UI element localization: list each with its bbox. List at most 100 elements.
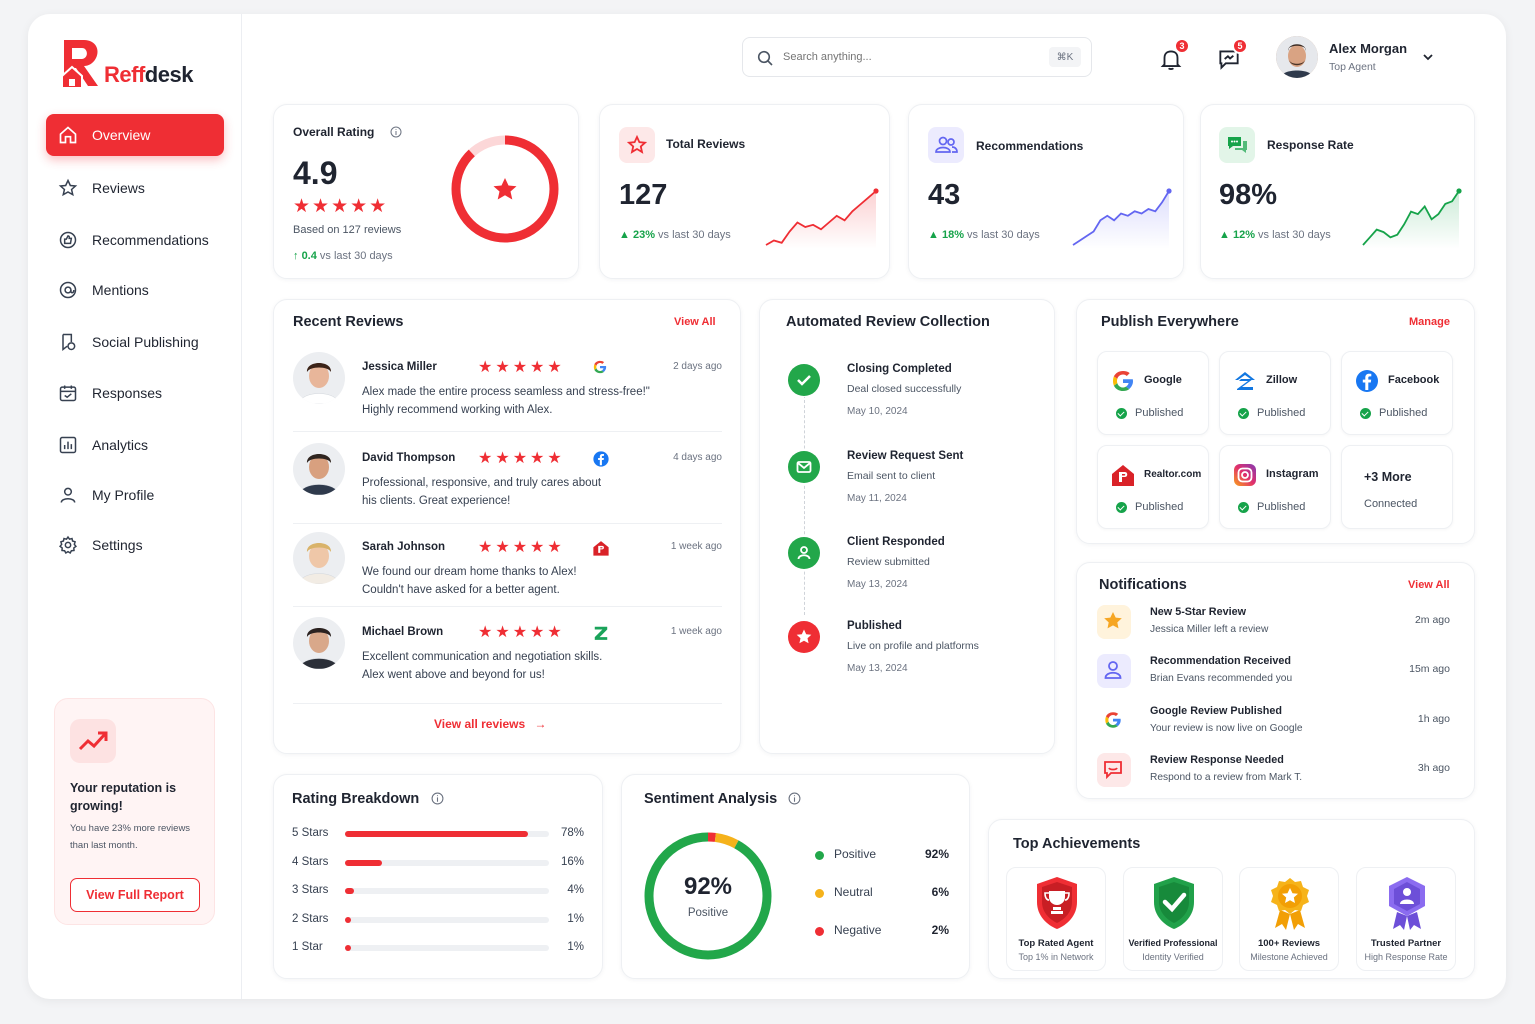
publish-everywhere-title: Publish Everywhere [1101, 314, 1239, 330]
platform-status: Published [1135, 407, 1184, 419]
user-check-icon [787, 536, 821, 570]
search-input[interactable] [783, 47, 1023, 67]
message-icon [1097, 753, 1131, 787]
manage-link[interactable]: Manage [1409, 316, 1450, 328]
breakdown-label: 5 Stars [292, 827, 329, 839]
search-bar[interactable]: ⌘K [742, 37, 1092, 77]
automated-review-collection-card: Automated Review Collection Closing Comp… [759, 299, 1055, 754]
review-time: 4 days ago [673, 452, 722, 463]
achievement-top-rated[interactable]: Top Rated Agent Top 1% in Network [1006, 867, 1106, 971]
step-title: Review Request Sent [847, 450, 964, 462]
kpi-delta-value: 18% [941, 229, 964, 241]
kpi-delta: ▲ 12% vs last 30 days [1219, 229, 1331, 241]
sidebar-item-label: My Profile [92, 487, 155, 503]
user-role: Top Agent [1329, 61, 1376, 73]
view-full-report-button[interactable]: View Full Report [70, 878, 200, 912]
sidebar-item-reviews[interactable]: Reviews [46, 167, 224, 209]
avatar [293, 532, 345, 584]
sidebar-item-analytics[interactable]: Analytics [46, 424, 224, 466]
breakdown-percent: 78% [560, 827, 584, 839]
brand-logo[interactable]: Reffdesk [60, 36, 200, 92]
kpi-card-response-rate: Response Rate 98% ▲ 12% vs last 30 days [1200, 104, 1475, 279]
notifications-card: Notifications View All New 5-Star Review… [1076, 562, 1475, 799]
kpi-value: 43 [928, 179, 961, 211]
more-platforms-label: +3 More [1364, 470, 1412, 484]
platform-google[interactable]: Google Published [1097, 351, 1209, 435]
notification-subtitle: Respond to a review from Mark T. [1150, 772, 1303, 783]
overall-stars: ★★★★★ [293, 196, 389, 217]
sidebar-item-recommendations[interactable]: Recommendations [46, 219, 224, 261]
kpi-card-recommendations: Recommendations 43 ▲ 18% vs last 30 days [908, 104, 1184, 279]
breakdown-bar-track [345, 831, 549, 837]
google-icon [1097, 704, 1131, 738]
platform-more[interactable]: +3 More Connected [1341, 445, 1453, 529]
review-text-line: Excellent communication and negotiation … [362, 651, 603, 663]
platform-name: Realtor.com [1144, 469, 1202, 480]
recent-reviews-card: Recent Reviews View All Jessica Miller ★★… [273, 299, 741, 754]
check-circle-icon [1238, 502, 1249, 513]
notification-subtitle: Jessica Miller left a review [1150, 624, 1269, 635]
rating-breakdown-title: Rating Breakdown [292, 791, 420, 807]
google-icon [592, 359, 610, 377]
breakdown-bar-fill [345, 859, 383, 866]
achievement-title: Trusted Partner [1370, 938, 1442, 949]
sidebar-item-mentions[interactable]: Mentions [46, 269, 224, 311]
publish-everywhere-card: Publish Everywhere Manage Google Publish… [1076, 299, 1475, 544]
view-all-reviews-link[interactable]: View All [674, 316, 716, 328]
kpi-delta-text: vs last 30 days [1258, 229, 1331, 241]
messages-button[interactable]: 5 [1216, 38, 1248, 72]
sentiment-donut [644, 832, 772, 960]
platform-facebook[interactable]: Facebook Published [1341, 351, 1453, 435]
platform-status: Published [1257, 407, 1306, 419]
sidebar-item-my-profile[interactable]: My Profile [46, 474, 224, 516]
notifications-button[interactable]: 3 [1158, 38, 1190, 72]
notification-time: 2m ago [1414, 614, 1450, 626]
achievement-100-reviews[interactable]: 100+ Reviews Milestone Achieved [1239, 867, 1339, 971]
sidebar: Reffdesk Overview Reviews Recommendation… [28, 14, 242, 999]
platform-name: Facebook [1388, 374, 1440, 386]
rating-breakdown-card: Rating Breakdown 5 Stars 78% 4 Stars 16% 3 S… [273, 774, 603, 979]
sidebar-item-overview[interactable]: Overview [46, 114, 224, 156]
notification-title: Google Review Published [1150, 705, 1282, 717]
star-badge-icon [787, 620, 821, 654]
logo-mark-icon [61, 40, 98, 89]
platform-name: Google [1144, 374, 1182, 386]
platform-status: Published [1257, 501, 1306, 513]
user-icon [60, 487, 76, 503]
reviewer-name: Jessica Miller [362, 361, 437, 373]
rating-gauge [451, 135, 559, 243]
sidebar-item-label: Social Publishing [92, 334, 199, 350]
achievement-sub: High Response Rate [1364, 952, 1448, 962]
sidebar-item-social-publishing[interactable]: Social Publishing [46, 321, 224, 363]
view-all-notifications-link[interactable]: View All [1408, 579, 1450, 591]
sparkline-line [1362, 190, 1460, 246]
kpi-label: Recommendations [976, 139, 1084, 153]
sidebar-item-label: Mentions [92, 282, 149, 298]
medal-icon [1271, 878, 1309, 930]
view-all-reviews-footer-link[interactable]: View all reviews → [434, 717, 547, 731]
arrow-up-icon: ↑ [293, 250, 299, 262]
platform-realtor[interactable]: Realtor.com Published [1097, 445, 1209, 529]
achievement-trusted-partner[interactable]: Trusted Partner High Response Rate [1356, 867, 1456, 971]
verified-shield-icon [1154, 877, 1194, 929]
check-circle-icon [1116, 502, 1127, 513]
step-title: Client Responded [847, 536, 945, 548]
user-menu[interactable]: Alex Morgan Top Agent [1276, 36, 1446, 80]
kpi-value: 98% [1219, 179, 1278, 211]
review-text-line: Alex made the entire process seamless an… [362, 386, 650, 398]
sidebar-item-responses[interactable]: Responses [46, 372, 224, 414]
breakdown-label: 4 Stars [292, 855, 329, 868]
notification-title: Recommendation Received [1150, 655, 1292, 667]
breakdown-bar-track [345, 888, 549, 894]
check-circle-icon [1116, 408, 1127, 419]
step-subtitle: Review submitted [847, 556, 930, 568]
sentiment-legend-percent: 6% [931, 885, 949, 899]
reviewer-name: David Thompson [362, 452, 456, 464]
platform-instagram[interactable]: Instagram Published [1219, 445, 1331, 529]
overall-rating-value: 4.9 [293, 155, 338, 191]
achievement-verified[interactable]: Verified Professional Identity Verified [1123, 867, 1223, 971]
platform-zillow[interactable]: Zillow Published [1219, 351, 1331, 435]
sidebar-item-settings[interactable]: Settings [46, 524, 224, 566]
achievement-sub: Milestone Achieved [1250, 952, 1328, 962]
divider [293, 523, 722, 524]
